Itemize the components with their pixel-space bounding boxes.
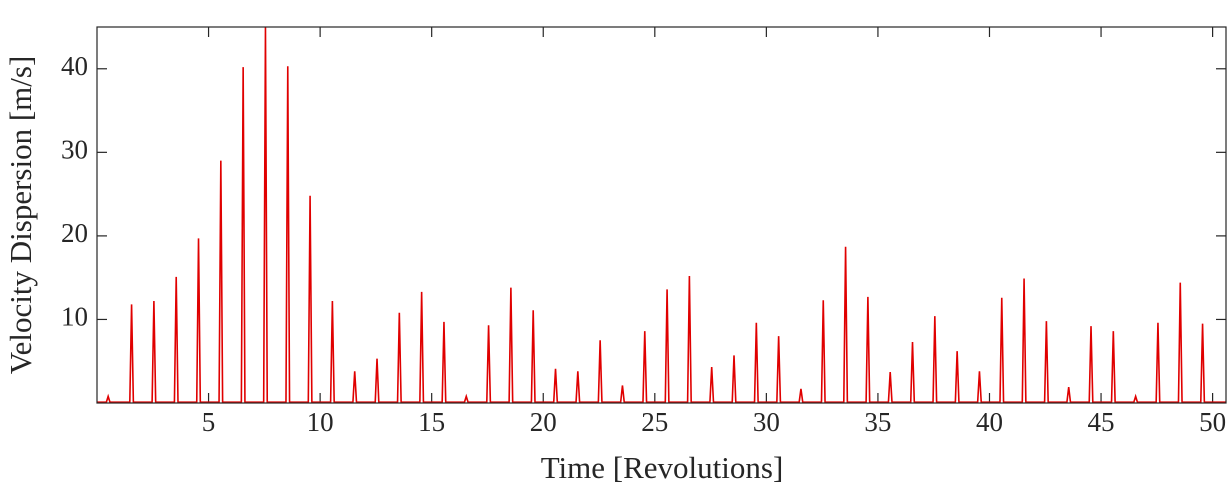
y-tick-label: 20 <box>61 218 88 248</box>
x-tick-label: 20 <box>530 407 557 437</box>
x-tick-label: 45 <box>1088 407 1115 437</box>
y-tick-label: 10 <box>61 302 88 332</box>
x-tick-label: 40 <box>976 407 1003 437</box>
x-tick-label: 15 <box>418 407 445 437</box>
y-axis-label: Velocity Dispersion [m/s] <box>3 56 38 375</box>
x-tick-label: 10 <box>307 407 334 437</box>
y-tick-label: 30 <box>61 135 88 165</box>
y-tick-label: 40 <box>61 51 88 81</box>
x-tick-label: 5 <box>202 407 216 437</box>
x-tick-label: 30 <box>753 407 780 437</box>
x-tick-label: 25 <box>641 407 668 437</box>
data-line <box>97 26 1226 403</box>
x-tick-label: 50 <box>1199 407 1226 437</box>
x-axis-label: Time [Revolutions] <box>541 450 784 485</box>
x-tick-label: 35 <box>864 407 891 437</box>
plot-frame <box>96 26 1227 404</box>
